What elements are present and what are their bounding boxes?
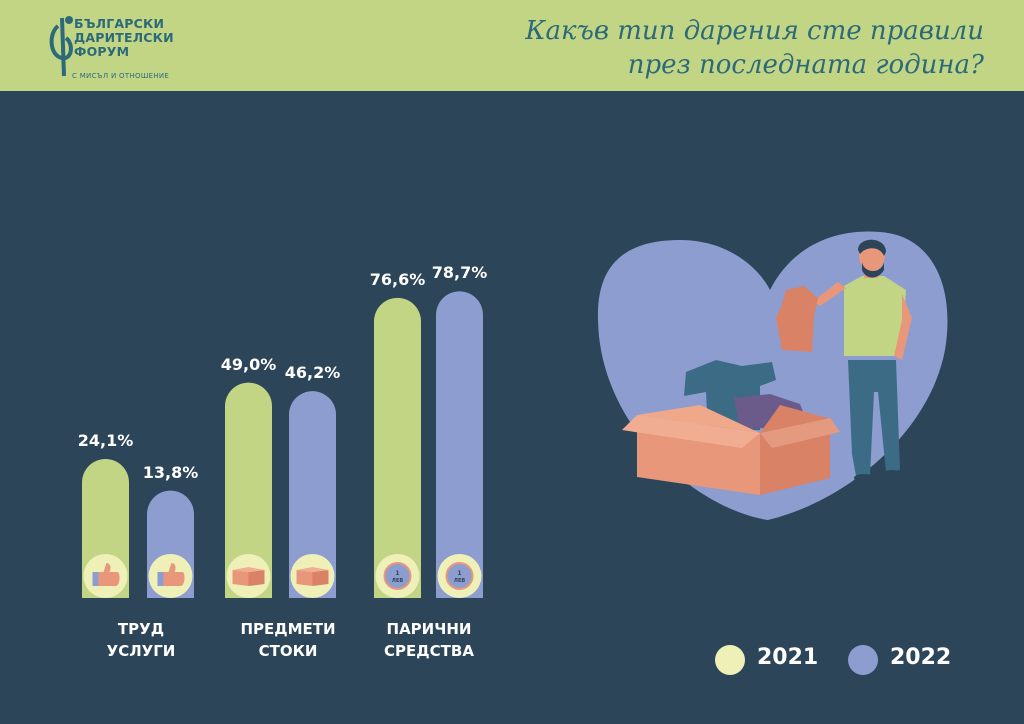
page-title: Какъв тип дарения сте правили през после… [424,14,984,82]
legend-label-2021: 2021 [757,645,819,670]
legend-dot-2022 [848,645,878,675]
logo-line-2: ДАРИТЕЛСКИ [74,30,174,45]
category-label-line: ПАРИЧНИ [386,620,472,638]
legend-label-2022: 2022 [890,645,952,670]
box-icon [226,554,271,598]
thumbs-up-icon [83,554,128,598]
logo-line-1: БЪЛГАРСКИ [74,16,165,31]
bar-2022-2 [436,291,483,598]
category-label-work: ТРУД УСЛУГИ [71,618,211,662]
value-label-2022-1: 46,2% [284,363,341,383]
logo-mark-icon [49,16,73,77]
title-line-2: през последната година? [627,50,984,80]
value-label-2022-0: 13,8% [142,462,199,482]
bar-2021-2 [374,297,421,598]
box-icon-large [622,405,840,495]
category-label-line: ПРЕДМЕТИ [240,620,336,638]
coin-value-text: 1 [457,570,461,577]
thumbs-up-icon [148,554,193,598]
value-label-2021-0: 24,1% [77,431,134,450]
category-label-money: ПАРИЧНИ СРЕДСТВА [359,618,499,662]
header-band [0,0,1024,91]
value-label-2021-2: 76,6% [369,269,426,289]
logo-tagline: С МИСЪЛ И ОТНОШЕНИЕ [72,72,170,80]
person-figure [812,239,912,482]
coin-value-text: 1 [395,570,399,577]
category-label-line: УСЛУГИ [106,642,176,660]
category-label-line: СТОКИ [258,642,318,660]
value-label-2021-1: 49,0% [220,354,277,374]
bar-2021-1 [225,382,272,598]
category-label-line: ТРУД [117,620,165,638]
value-label-2022-2: 78,7% [431,263,488,283]
logo-text: БЪЛГАРСКИ ДАРИТЕЛСКИ ФОРУМ [74,17,174,59]
logo-line-3: ФОРУМ [74,44,130,59]
shirt-in-hand [776,286,818,352]
title-line-1: Какъв тип дарения сте правили [525,16,984,46]
category-label-goods: ПРЕДМЕТИ СТОКИ [218,618,358,662]
box-icon [290,554,335,598]
coin-currency-text: ЛЕВ [454,578,466,584]
category-label-line: СРЕДСТВА [384,642,474,660]
bar-2022-1 [289,391,336,598]
legend-dot-2021 [715,645,745,675]
coin-currency-text: ЛЕВ [392,578,404,584]
